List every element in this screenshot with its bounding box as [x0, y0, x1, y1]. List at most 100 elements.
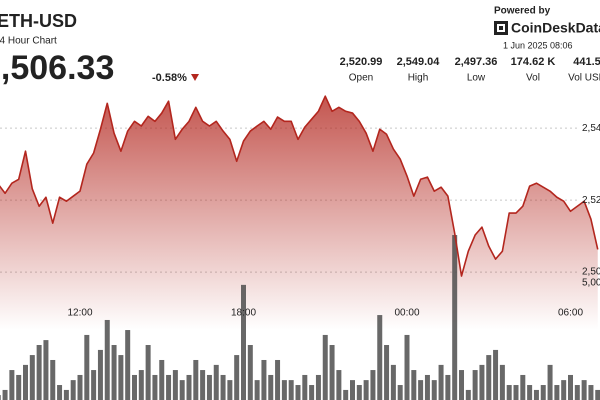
chart-subtitle: 24 Hour Chart — [0, 36, 57, 47]
volume-bar — [411, 370, 417, 400]
volume-bar — [23, 364, 28, 400]
volume-bar — [261, 359, 267, 400]
volume-bar — [513, 385, 519, 400]
volume-bar — [343, 389, 349, 400]
volume-bar — [520, 374, 526, 400]
volume-bar — [16, 374, 22, 400]
stat-value: 2,497.36 — [455, 56, 498, 68]
volume-bar — [527, 385, 533, 400]
volume-bar — [445, 374, 451, 400]
timestamp: 1 Jun 2025 08:06 — [503, 40, 573, 50]
stats: 2,520.99 Open 2,549.04 High 2,497.36 Low 174.6… — [340, 56, 600, 84]
volume-bar — [404, 334, 410, 400]
volume-bar — [540, 385, 546, 400]
stat-label: Low — [467, 73, 486, 84]
volume-bar — [70, 380, 76, 400]
volume-bar — [281, 380, 287, 400]
y-tick-label: 2,540 — [582, 123, 600, 134]
volume-bar — [2, 389, 8, 400]
volume-bar — [499, 364, 505, 400]
volume-bar — [234, 355, 240, 400]
volume-bar — [220, 374, 226, 400]
volume-bar — [268, 374, 274, 400]
volume-bar — [465, 389, 471, 400]
stat-label: Open — [349, 73, 373, 84]
x-tick-label: 06:00 — [558, 308, 583, 319]
volume-bar — [356, 385, 362, 400]
stat-label: Vol USD — [568, 73, 600, 84]
volume-bar — [336, 370, 342, 400]
volume-bar — [91, 370, 97, 400]
volume-bar — [97, 349, 103, 400]
down-arrow — [191, 74, 199, 81]
current-price: 2,506.33 — [0, 49, 114, 87]
volume-bar — [363, 380, 369, 400]
volume-bar — [561, 380, 567, 400]
volume-bar — [315, 374, 321, 400]
y-tick-label: 2,520 — [582, 195, 600, 206]
stat-value: 174.62 K — [511, 56, 556, 68]
volume-bar — [574, 385, 580, 400]
volume-bar — [36, 345, 42, 400]
volume-bar — [213, 364, 219, 400]
plot-area: 2,500 2,520 2,540 5,000 12:00 18:00 00:00 06:00 — [0, 95, 600, 400]
stat-value: 2,520.99 — [340, 56, 383, 68]
x-tick-label: 18:00 — [231, 308, 256, 319]
volume-bar — [506, 385, 512, 400]
x-tick-label: 12:00 — [67, 308, 92, 319]
volume-bar — [0, 395, 1, 400]
volume-bar — [377, 315, 383, 400]
volume-bar — [111, 345, 117, 400]
volume-bar — [77, 374, 83, 400]
volume-bar — [384, 345, 390, 400]
volume-bar — [479, 364, 485, 400]
x-tick-label: 00:00 — [394, 308, 419, 319]
brand: CoinDeskData — [511, 20, 600, 36]
volume-bar — [438, 364, 444, 400]
volume-bar — [547, 364, 553, 400]
volume-bar — [486, 355, 492, 400]
volume-bar — [43, 340, 49, 400]
volume-bar — [50, 359, 56, 400]
volume-bar — [254, 380, 260, 400]
volume-bar — [241, 284, 246, 400]
volume-bar — [29, 355, 35, 400]
volume-bar — [452, 235, 458, 400]
chart-title: ETH-USD — [0, 11, 77, 31]
volume-bar — [568, 374, 573, 400]
volume-bar — [145, 345, 151, 400]
volume-bar — [193, 359, 199, 400]
volume-bar — [172, 370, 178, 400]
volume-bar — [397, 385, 403, 400]
volume-bar — [57, 385, 63, 400]
volume-bar — [595, 389, 600, 400]
volume-bar — [166, 374, 172, 400]
volume-bar — [295, 385, 301, 400]
volume-bar — [152, 374, 158, 400]
volume-bar — [288, 380, 294, 400]
volume-bar — [200, 370, 206, 400]
volume-bar — [9, 370, 15, 400]
volume-bar — [275, 359, 281, 400]
powered-by: Powered by — [494, 6, 551, 17]
volume-bar — [159, 359, 165, 400]
volume-bar — [104, 319, 110, 400]
volume-bar — [247, 345, 253, 400]
price-change: -0.58% — [152, 72, 187, 84]
brand-logo — [494, 21, 508, 35]
volume-bar — [459, 370, 464, 400]
volume-bar — [493, 349, 499, 400]
y2-tick-label: 5,000 — [582, 278, 600, 289]
volume-bar — [418, 380, 424, 400]
volume-bar — [581, 380, 587, 400]
volume-bar — [370, 370, 376, 400]
volume-bar — [588, 385, 594, 400]
volume-bar — [431, 380, 437, 400]
volume-bar — [309, 385, 315, 400]
volume-bar — [227, 380, 233, 400]
volume-bar — [206, 374, 212, 400]
volume-bar — [125, 330, 131, 400]
volume-bar — [533, 389, 539, 400]
volume-bar — [329, 345, 335, 400]
